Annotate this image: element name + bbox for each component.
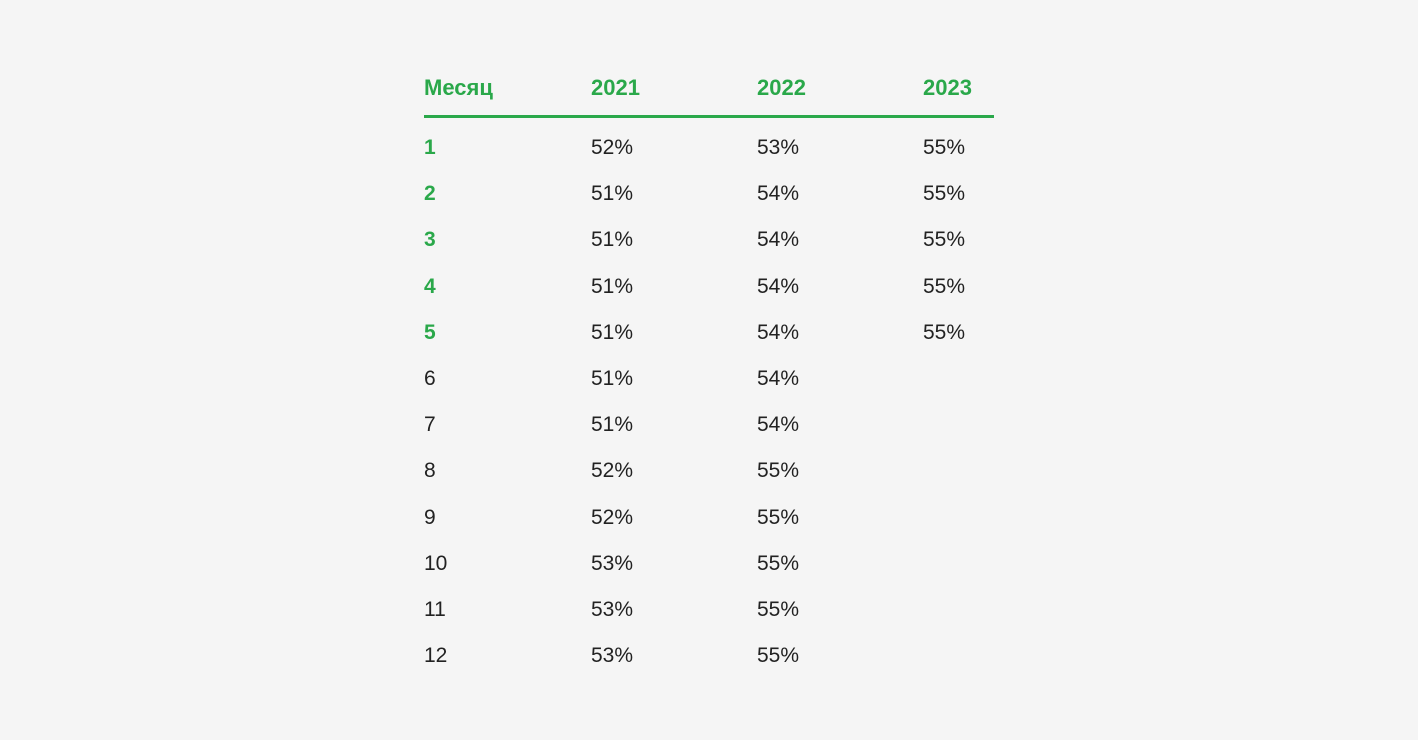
value-cell-2022: 55% [757,459,800,483]
value-cell-2023: 55% [923,136,966,159]
value-cell-2023: 55% [923,274,966,298]
month-cell: 7 [424,413,436,437]
table-row: 1 52% 53% 55% [424,135,994,181]
table-body: 1 52% 53% 55% 2 51% 54% 55% 3 51% 54% 55% 4 51% 54% 55%… [424,118,994,689]
value-cell-2022: 53% [757,136,800,159]
value-cell-2022: 54% [757,228,800,252]
table-row: 10 53% 55% [424,551,994,597]
column-header-month: Месяц [424,75,493,100]
month-cell: 1 [424,136,436,159]
table-row: 2 51% 54% 55% [424,181,994,227]
table-row: 12 53% 55% [424,643,994,689]
month-cell: 10 [424,551,448,575]
value-cell-2023: 55% [923,320,966,344]
month-cell: 2 [424,182,436,206]
column-header-2021: 2021 [591,75,640,100]
month-cell: 4 [424,274,436,298]
value-cell-2023: 55% [923,228,966,252]
value-cell-2021: 51% [591,228,634,252]
table-row: 8 52% 55% [424,458,994,504]
value-cell-2022: 54% [757,366,800,390]
value-cell-2022: 55% [757,551,800,575]
value-cell-2021: 53% [591,551,634,575]
value-cell-2022: 54% [757,320,800,344]
month-cell: 8 [424,459,436,483]
value-cell-2023: 55% [923,182,966,206]
table-row: 6 51% 54% [424,366,994,412]
value-cell-2021: 51% [591,366,634,390]
value-cell-2021: 52% [591,136,634,159]
month-cell: 3 [424,228,436,252]
value-cell-2021: 52% [591,505,634,529]
column-header-2022: 2022 [757,75,806,100]
table-row: 5 51% 54% 55% [424,320,994,366]
month-cell: 9 [424,505,436,529]
value-cell-2021: 53% [591,597,634,621]
data-table: Месяц 2021 2022 2023 1 52% 53% 55% 2 51% 54% 55… [424,71,994,689]
month-cell: 5 [424,320,436,344]
value-cell-2022: 54% [757,413,800,437]
value-cell-2021: 51% [591,320,634,344]
value-cell-2021: 53% [591,644,634,668]
month-cell: 6 [424,366,436,390]
month-cell: 11 [424,597,446,621]
value-cell-2022: 54% [757,182,800,206]
value-cell-2021: 51% [591,413,634,437]
value-cell-2021: 51% [591,182,634,206]
month-cell: 12 [424,644,448,668]
table-row: 3 51% 54% 55% [424,227,994,273]
value-cell-2022: 55% [757,644,800,668]
value-cell-2022: 54% [757,274,800,298]
value-cell-2021: 51% [591,274,634,298]
value-cell-2022: 55% [757,505,800,529]
column-header-2023: 2023 [923,75,972,100]
value-cell-2021: 52% [591,459,634,483]
table-row: 11 53% 55% [424,597,994,643]
table-row: 9 52% 55% [424,505,994,551]
table-header: Месяц 2021 2022 2023 [424,71,994,118]
table-row: 4 51% 54% 55% [424,274,994,320]
table-row: 7 51% 54% [424,412,994,458]
value-cell-2022: 55% [757,597,800,621]
